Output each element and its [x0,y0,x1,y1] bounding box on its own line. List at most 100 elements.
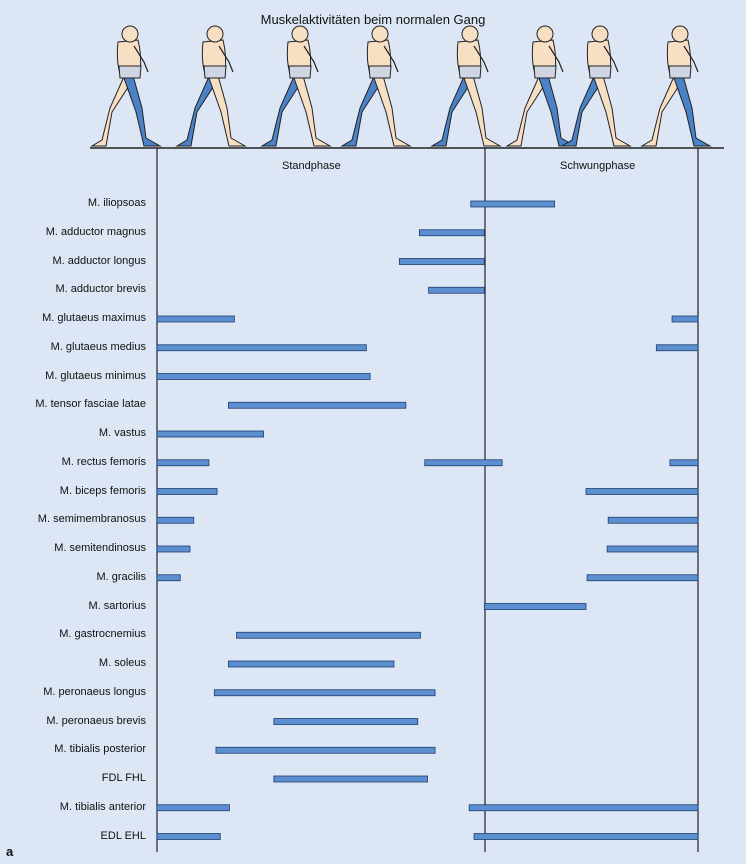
muscle-label: M. semimembranosus [37,513,146,526]
briefs [203,65,227,79]
head [206,25,224,43]
activity-bar [424,459,503,467]
muscle-label: M. rectus femoris [61,455,146,468]
diagram-title: Muskelaktivitäten beim normalen Gang [260,12,486,27]
walking-figure-7 [560,25,632,147]
muscle-label: M. vastus [98,427,146,439]
activity-bar [428,286,485,294]
arm [603,45,619,73]
muscle-label: M. adductor magnus [45,225,146,238]
muscle-label: M. peronaeus brevis [46,714,146,727]
arm [218,45,234,73]
activity-bar [228,660,395,668]
activity-bar [156,516,195,524]
activity-bar [156,430,264,438]
briefs [118,65,142,79]
muscle-label: M. tibialis posterior [54,743,146,756]
activity-bar [473,833,699,840]
arm [303,45,319,73]
activity-bar [215,746,436,754]
activity-bar [273,775,428,783]
walking-figure-1 [90,25,162,147]
front-leg [373,71,412,147]
muscle-label: M. biceps femoris [59,484,146,497]
muscle-label: M. tibialis anterior [59,800,146,813]
head [371,25,389,43]
walking-figure-8 [640,25,712,147]
activity-bar [398,258,485,265]
briefs [288,65,312,79]
head [536,25,554,43]
activity-bar [156,373,371,380]
briefs [368,65,392,79]
briefs [668,65,692,79]
activity-bar [607,516,699,524]
activity-bar [156,545,191,553]
activity-bar [156,574,181,582]
activity-bar [586,574,699,582]
muscle-label: M. gastrocnemius [59,628,146,641]
activity-bar [156,833,221,840]
muscle-label: M. semitendinosus [54,542,146,554]
figure-letter: a [6,844,14,859]
arm [473,45,489,73]
walking-figure-5 [430,25,502,147]
muscle-label: M. iliopsoas [87,197,146,209]
arm [548,45,564,73]
front-leg [593,71,632,147]
activity-bar [418,229,485,237]
activity-bar [483,603,587,610]
front-leg [123,71,162,147]
front-leg [538,71,577,147]
activity-bar [273,718,419,725]
walking-figure-6 [505,25,577,147]
head [291,25,309,43]
muscle-label: M. gracilis [96,570,146,583]
walking-figure-3 [260,25,332,147]
activity-bar [606,545,699,553]
muscle-label: M. peronaeus longus [43,685,146,698]
front-leg [673,71,712,147]
front-leg [463,71,502,147]
activity-bar [671,315,699,323]
activity-bar [156,488,218,495]
activity-bar [236,631,421,639]
swing-phase-label: Schwungphase [560,160,636,172]
head [121,25,139,43]
muscle-label: M. soleus [98,657,146,669]
activity-bars [156,200,699,840]
activity-bar [470,200,556,208]
muscle-label: M. adductor longus [52,254,146,267]
activity-bar [156,315,235,323]
muscle-label: M. tensor fasciae latae [35,398,146,411]
walking-figure-4 [340,25,412,147]
muscle-label: M. glutaeus medius [50,340,146,353]
activity-bar [669,459,699,467]
activity-bar [156,804,230,812]
muscle-label: EDL EHL [100,829,146,842]
activity-bar [156,344,367,352]
head [461,25,479,43]
walking-figures-strip [90,25,712,147]
muscle-label: M. glutaeus minimus [45,369,146,382]
activity-bar [156,459,210,467]
front-leg [293,71,332,147]
briefs [458,65,482,79]
muscle-label: FDL FHL [101,772,146,784]
arm [133,45,149,73]
arm [683,45,699,73]
walking-figure-2 [175,25,247,147]
activity-bar [213,689,436,697]
activity-bar [228,401,407,409]
front-leg [208,71,247,147]
muscle-label: M. adductor brevis [55,283,146,296]
head [591,25,609,43]
muscle-label: M. glutaeus maximus [42,312,146,324]
head [671,25,689,43]
stance-phase-label: Standphase [282,160,341,172]
activity-bar [585,488,699,495]
arm [383,45,399,73]
muscle-label: M. sartorius [88,599,146,612]
briefs [588,65,612,79]
